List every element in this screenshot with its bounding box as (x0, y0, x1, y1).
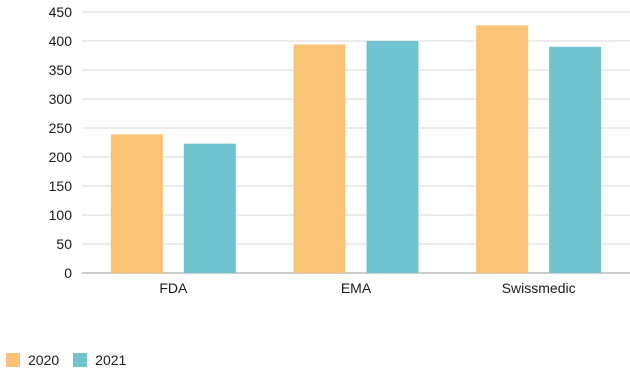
gridlines (82, 11, 630, 274)
x-category-label-ema: EMA (341, 280, 372, 296)
bar-fda-2021 (183, 143, 236, 273)
bar-ema-2021 (366, 41, 419, 273)
y-tick-label-100: 100 (49, 207, 73, 223)
bars (110, 25, 602, 274)
y-tick-label-250: 250 (49, 120, 73, 136)
y-tick-label-50: 50 (56, 236, 72, 252)
legend-swatch-2020 (6, 353, 20, 367)
x-category-label-fda: FDA (159, 280, 188, 296)
legend: 2020 2021 (6, 351, 126, 369)
y-tick-label-0: 0 (64, 265, 72, 281)
legend-label-2020: 2020 (28, 352, 60, 368)
legend-item-2021: 2021 (73, 353, 126, 367)
y-axis-tick-labels: 0 50 100 150 200 250 300 350 400 450 (49, 4, 73, 281)
y-tick-label-400: 400 (49, 33, 73, 49)
y-tick-label-200: 200 (49, 149, 73, 165)
bar-swissmedic-2021 (549, 46, 602, 273)
y-tick-label-150: 150 (49, 178, 73, 194)
bar-ema-2020 (293, 44, 346, 274)
legend-label-2021: 2021 (95, 352, 127, 368)
legend-swatch-2021 (73, 353, 88, 367)
bar-swissmedic-2020 (476, 25, 529, 274)
y-tick-label-450: 450 (49, 4, 73, 20)
bar-chart: 0 50 100 150 200 250 300 350 400 450 FDA EMA Swissm… (49, 4, 630, 296)
x-axis-category-labels: FDA EMA Swissmedic (159, 280, 575, 296)
legend-item-2020: 2020 (6, 353, 59, 367)
y-tick-label-300: 300 (49, 91, 73, 107)
bar-fda-2020 (110, 134, 163, 273)
y-tick-label-350: 350 (49, 62, 73, 78)
x-category-label-swissmedic: Swissmedic (502, 280, 576, 296)
